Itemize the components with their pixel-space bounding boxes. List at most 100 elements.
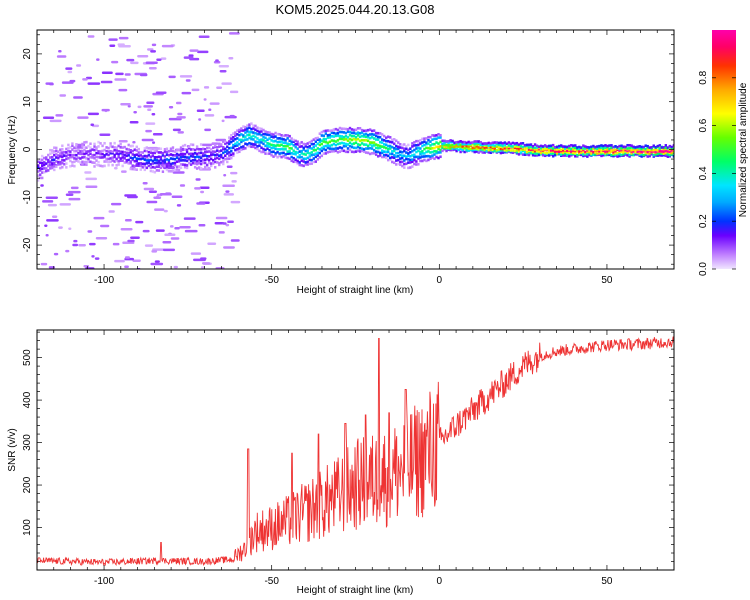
ridge-cell <box>175 149 179 152</box>
ridge-cell <box>193 162 197 165</box>
ridge-cell <box>306 156 309 160</box>
ridge-cell <box>296 140 299 144</box>
ridge-cell <box>572 148 575 151</box>
ridge-cell <box>644 144 647 148</box>
ridge-cell <box>332 147 336 151</box>
ridge-cell <box>258 130 261 134</box>
ridge-cell <box>292 138 295 142</box>
ridge-cell <box>505 146 509 149</box>
ridge-cell <box>115 152 118 155</box>
ridge-cell <box>187 146 191 150</box>
ridge-cell <box>314 155 317 159</box>
ridge-cell <box>71 161 74 164</box>
ridge-cell <box>232 152 235 155</box>
ridge-cell <box>109 151 112 155</box>
ridge-cell <box>302 142 305 146</box>
ridge-cell <box>220 143 223 146</box>
ridge-cell <box>489 143 493 147</box>
ridge-cell <box>374 138 378 141</box>
colorbar-tick-label: 0.4 <box>698 166 709 180</box>
ridge-cell <box>588 149 591 152</box>
ridge-cell <box>119 142 122 146</box>
ridge-cell <box>139 154 142 157</box>
ridge-cell <box>580 148 583 151</box>
noise-blob <box>42 200 54 203</box>
ridge-cell <box>316 158 320 161</box>
ridge-cell <box>201 161 205 165</box>
noise-blob <box>168 105 174 109</box>
ridge-cell <box>324 140 328 144</box>
ridge-cell <box>332 149 336 153</box>
ridge-cell <box>429 140 432 143</box>
noise-blob <box>199 186 210 190</box>
ridge-cell <box>246 143 249 146</box>
ridge-cell <box>320 149 324 153</box>
y-tick-label: -10 <box>22 190 33 205</box>
ridge-cell <box>515 149 519 152</box>
ridge-cell <box>638 146 641 150</box>
ridge-cell <box>479 148 482 151</box>
ridge-cell <box>501 144 505 148</box>
ridge-cell <box>529 151 533 155</box>
ridge-cell <box>41 171 44 174</box>
spectrogram-y-label: Frequency (Hz) <box>7 116 18 185</box>
ridge-cell <box>385 156 388 160</box>
ridge-cell <box>173 157 177 161</box>
ridge-cell <box>169 162 173 166</box>
ridge-cell <box>527 149 531 153</box>
ridge-cell <box>81 144 84 148</box>
ridge-cell <box>423 143 426 147</box>
ridge-cell <box>97 151 100 155</box>
ridge-cell <box>107 153 110 157</box>
ridge-cell <box>286 142 289 146</box>
ridge-cell <box>262 132 265 136</box>
ridge-cell <box>376 150 380 154</box>
ridge-cell <box>642 148 645 152</box>
ridge-cell <box>413 162 416 166</box>
ridge-cell <box>173 150 177 153</box>
ridge-cell <box>650 150 653 154</box>
ridge-cell <box>167 149 171 153</box>
ridge-cell <box>531 148 535 151</box>
ridge-cell <box>356 137 360 141</box>
ridge-cell <box>612 145 615 149</box>
noise-blob <box>87 112 100 116</box>
ridge-cell <box>507 146 511 150</box>
ridge-cell <box>630 144 633 147</box>
ridge-cell <box>330 129 334 132</box>
noise-blob <box>114 78 127 81</box>
ridge-cell <box>326 144 330 147</box>
noise-blob <box>133 110 137 114</box>
ridge-cell <box>39 166 42 170</box>
ridge-cell <box>356 131 360 135</box>
ridge-cell <box>216 149 219 152</box>
ridge-cell <box>55 160 58 163</box>
ridge-cell <box>228 142 231 146</box>
ridge-cell <box>572 145 575 149</box>
ridge-cell <box>427 150 430 153</box>
ridge-cell <box>578 152 581 155</box>
ridge-cell <box>228 140 231 143</box>
ridge-cell <box>330 147 334 151</box>
ridge-cell <box>272 150 275 154</box>
ridge-cell <box>594 145 597 149</box>
ridge-cell <box>131 167 134 171</box>
ridge-cell <box>336 139 340 142</box>
ridge-cell <box>511 149 515 152</box>
ridge-cell <box>109 150 112 153</box>
ridge-cell <box>425 141 428 145</box>
ridge-cell <box>268 148 271 152</box>
ridge-cell <box>304 142 307 146</box>
ridge-cell <box>399 163 402 166</box>
ridge-cell <box>53 168 56 172</box>
ridge-cell <box>636 145 639 149</box>
ridge-cell <box>175 165 179 169</box>
ridge-cell <box>266 147 269 150</box>
ridge-cell <box>499 141 503 145</box>
ridge-cell <box>39 158 42 161</box>
noise-blob <box>179 225 191 229</box>
ridge-cell <box>65 166 68 169</box>
ridge-cell <box>473 148 476 152</box>
ridge-cell <box>238 150 241 154</box>
ridge-cell <box>670 151 674 155</box>
